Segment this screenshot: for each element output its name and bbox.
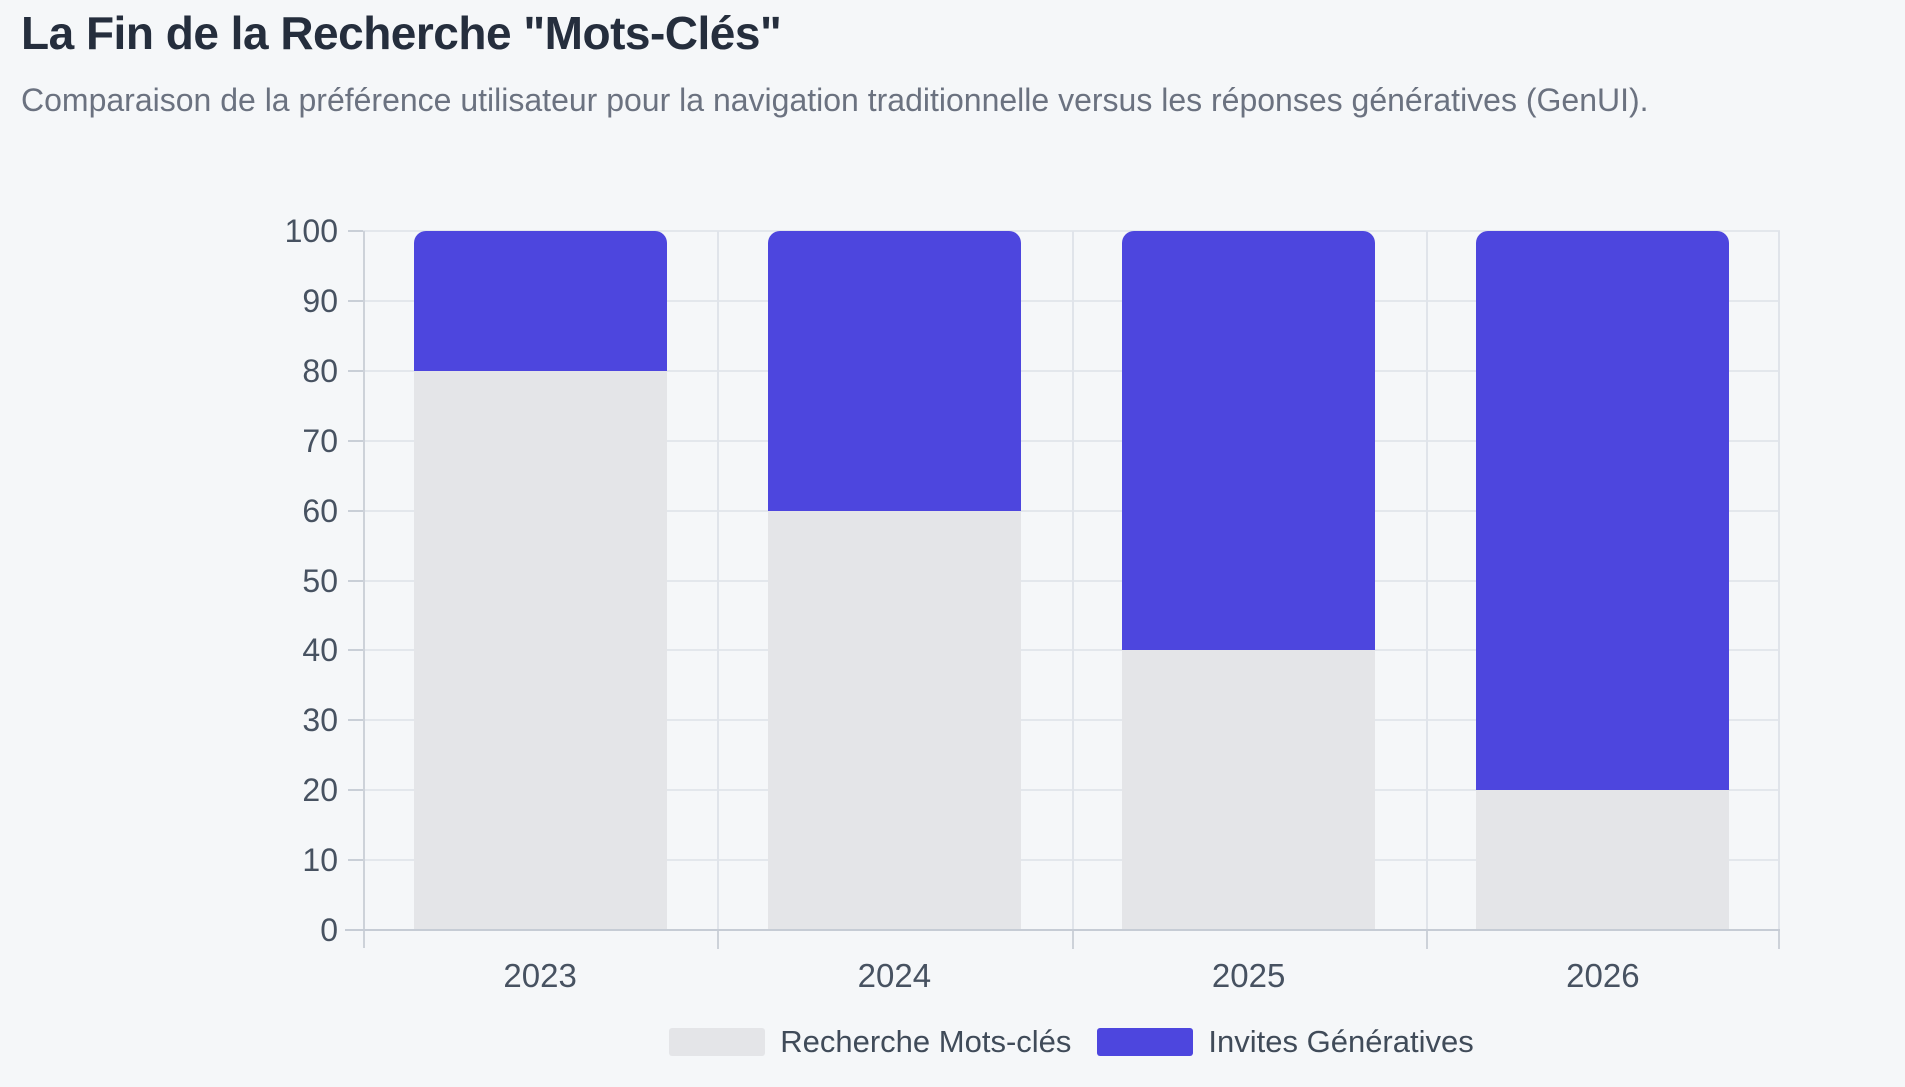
y-axis-tick-mark xyxy=(348,509,366,512)
legend-item-series-2[interactable]: Invites Génératives xyxy=(1097,1024,1474,1060)
y-axis-tick-mark xyxy=(348,579,366,582)
x-axis-label-2026: 2026 xyxy=(1566,957,1640,994)
y-axis-tick-label: 30 xyxy=(302,702,338,739)
y-axis-tick-mark xyxy=(348,369,366,372)
legend-label-series-2: Invites Génératives xyxy=(1208,1024,1474,1059)
plot-area xyxy=(345,230,1780,949)
bar-segment-2023-series-1[interactable] xyxy=(413,370,667,930)
x-axis-tick-mark xyxy=(1071,931,1074,949)
y-axis-tick-mark xyxy=(348,859,366,862)
legend: Recherche Mots-clés Invites Génératives xyxy=(363,1024,1780,1060)
bar-segment-2026-series-2[interactable] xyxy=(1476,231,1730,791)
gridline-vertical xyxy=(1425,231,1428,930)
y-axis-tick-label: 40 xyxy=(302,632,338,669)
y-axis-tick-label: 100 xyxy=(284,213,338,249)
legend-item-series-1[interactable]: Recherche Mots-clés xyxy=(669,1024,1071,1060)
gridline-vertical xyxy=(717,231,720,930)
bar-segment-2025-series-1[interactable] xyxy=(1122,650,1376,930)
y-axis-tick-label: 80 xyxy=(302,352,338,389)
y-axis-tick-label: 20 xyxy=(302,772,338,809)
y-axis-line xyxy=(363,231,365,948)
y-axis-tick-label: 0 xyxy=(320,912,338,948)
y-axis-tick-mark xyxy=(348,230,366,232)
y-axis-tick-label: 70 xyxy=(302,422,338,459)
legend-label-series-1: Recherche Mots-clés xyxy=(780,1024,1072,1059)
bar-segment-2023-series-2[interactable] xyxy=(413,231,667,371)
y-axis-tick-label: 50 xyxy=(302,562,338,599)
chart-title: La Fin de la Recherche "Mots-Clés" xyxy=(21,7,782,59)
y-axis-tick-label: 60 xyxy=(302,492,338,529)
gridline-vertical xyxy=(1778,231,1780,930)
legend-swatch-series-2 xyxy=(1097,1028,1194,1056)
bar-segment-2024-series-2[interactable] xyxy=(767,231,1021,511)
x-axis-tick-mark xyxy=(717,931,720,949)
x-axis-label-2023: 2023 xyxy=(503,957,577,994)
y-axis-tick-mark xyxy=(348,439,366,442)
gridline-vertical xyxy=(1071,231,1074,930)
chart-subtitle: Comparaison de la préférence utilisateur… xyxy=(21,82,1649,118)
x-axis-tick-mark xyxy=(1425,931,1428,949)
y-axis-tick-mark xyxy=(348,649,366,652)
y-axis-tick-label: 10 xyxy=(302,842,338,879)
x-axis-tick-mark xyxy=(1778,931,1780,949)
bar-segment-2024-series-1[interactable] xyxy=(767,510,1021,930)
y-axis-tick-mark xyxy=(348,789,366,792)
x-axis-label-2025: 2025 xyxy=(1211,957,1286,994)
x-axis-label-2024: 2024 xyxy=(857,957,932,994)
legend-swatch-series-1 xyxy=(669,1028,766,1056)
y-axis-tick-mark xyxy=(348,299,366,302)
y-axis-tick-label: 90 xyxy=(302,282,338,319)
bar-segment-2025-series-2[interactable] xyxy=(1122,231,1376,651)
x-axis-line xyxy=(345,929,1780,931)
bar-segment-2026-series-1[interactable] xyxy=(1476,790,1730,930)
y-axis-tick-mark xyxy=(348,719,366,722)
